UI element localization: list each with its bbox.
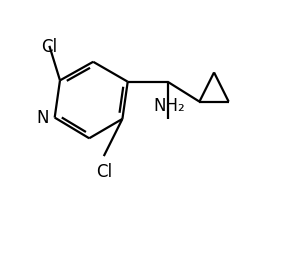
Text: Cl: Cl bbox=[41, 38, 58, 56]
Text: Cl: Cl bbox=[96, 163, 112, 181]
Text: N: N bbox=[36, 109, 49, 127]
Text: NH₂: NH₂ bbox=[153, 97, 185, 115]
